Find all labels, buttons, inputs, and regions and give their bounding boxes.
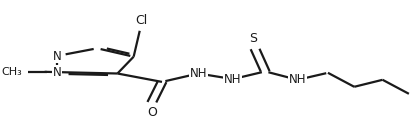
Text: NH: NH	[190, 67, 207, 80]
Text: NH: NH	[224, 73, 242, 86]
Text: N: N	[52, 66, 61, 79]
Text: O: O	[147, 106, 157, 119]
Text: NH: NH	[289, 73, 306, 86]
Text: Cl: Cl	[136, 14, 148, 27]
Text: N: N	[52, 50, 61, 62]
Text: CH₃: CH₃	[2, 67, 22, 77]
Text: S: S	[249, 32, 257, 45]
